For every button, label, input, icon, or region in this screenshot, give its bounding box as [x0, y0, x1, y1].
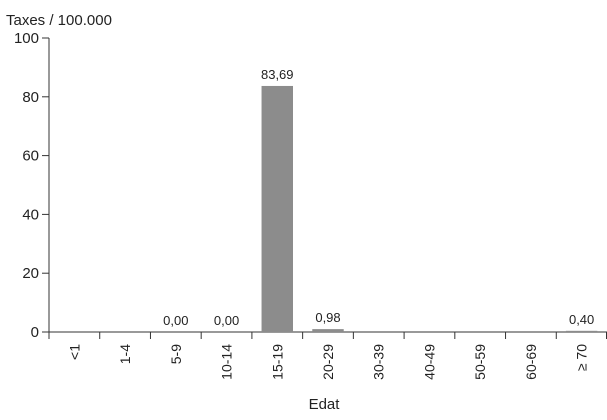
x-tick-label: 5-9: [168, 344, 184, 364]
bars: [261, 85, 598, 332]
bar: [312, 329, 344, 332]
x-tick-label: 20-29: [320, 344, 336, 380]
data-label: 0,98: [315, 310, 340, 325]
x-axis-title: Edat: [309, 396, 341, 413]
data-label: 0,00: [163, 313, 188, 328]
x-tick-label: 1-4: [117, 344, 133, 364]
y-tick-label: 80: [22, 89, 39, 106]
x-tick-label: 40-49: [421, 344, 437, 380]
bar: [261, 85, 293, 332]
x-tick-label: 60-69: [523, 344, 539, 380]
x-tick-label: 10-14: [219, 344, 235, 380]
bar: [565, 330, 598, 332]
y-tick-label: 60: [22, 148, 39, 165]
y-tick-label: 100: [14, 30, 39, 47]
data-label: 0,40: [569, 312, 594, 327]
y-tick-label: 0: [31, 324, 39, 341]
y-tick-label: 20: [22, 265, 39, 282]
x-tick-label: 15-19: [269, 344, 285, 380]
data-labels: 0,00 0,00 83,69 0,98 0,40: [163, 67, 594, 328]
data-label: 0,00: [214, 313, 239, 328]
x-tick-label: <1: [66, 344, 82, 360]
y-axis: 0 20 40 60 80 100: [14, 30, 50, 341]
x-axis: <1 1-4 5-9 10-14 15-19 20-29 30-39 40-49 50-59 60…: [48, 331, 607, 380]
x-tick-label: ≥ 70: [574, 344, 590, 371]
y-axis-title: Taxes / 100.000: [6, 12, 112, 29]
x-tick-label: 50-59: [472, 344, 488, 380]
data-label: 83,69: [261, 67, 294, 82]
x-tick-label: 30-39: [371, 344, 387, 380]
y-tick-label: 40: [22, 206, 39, 223]
